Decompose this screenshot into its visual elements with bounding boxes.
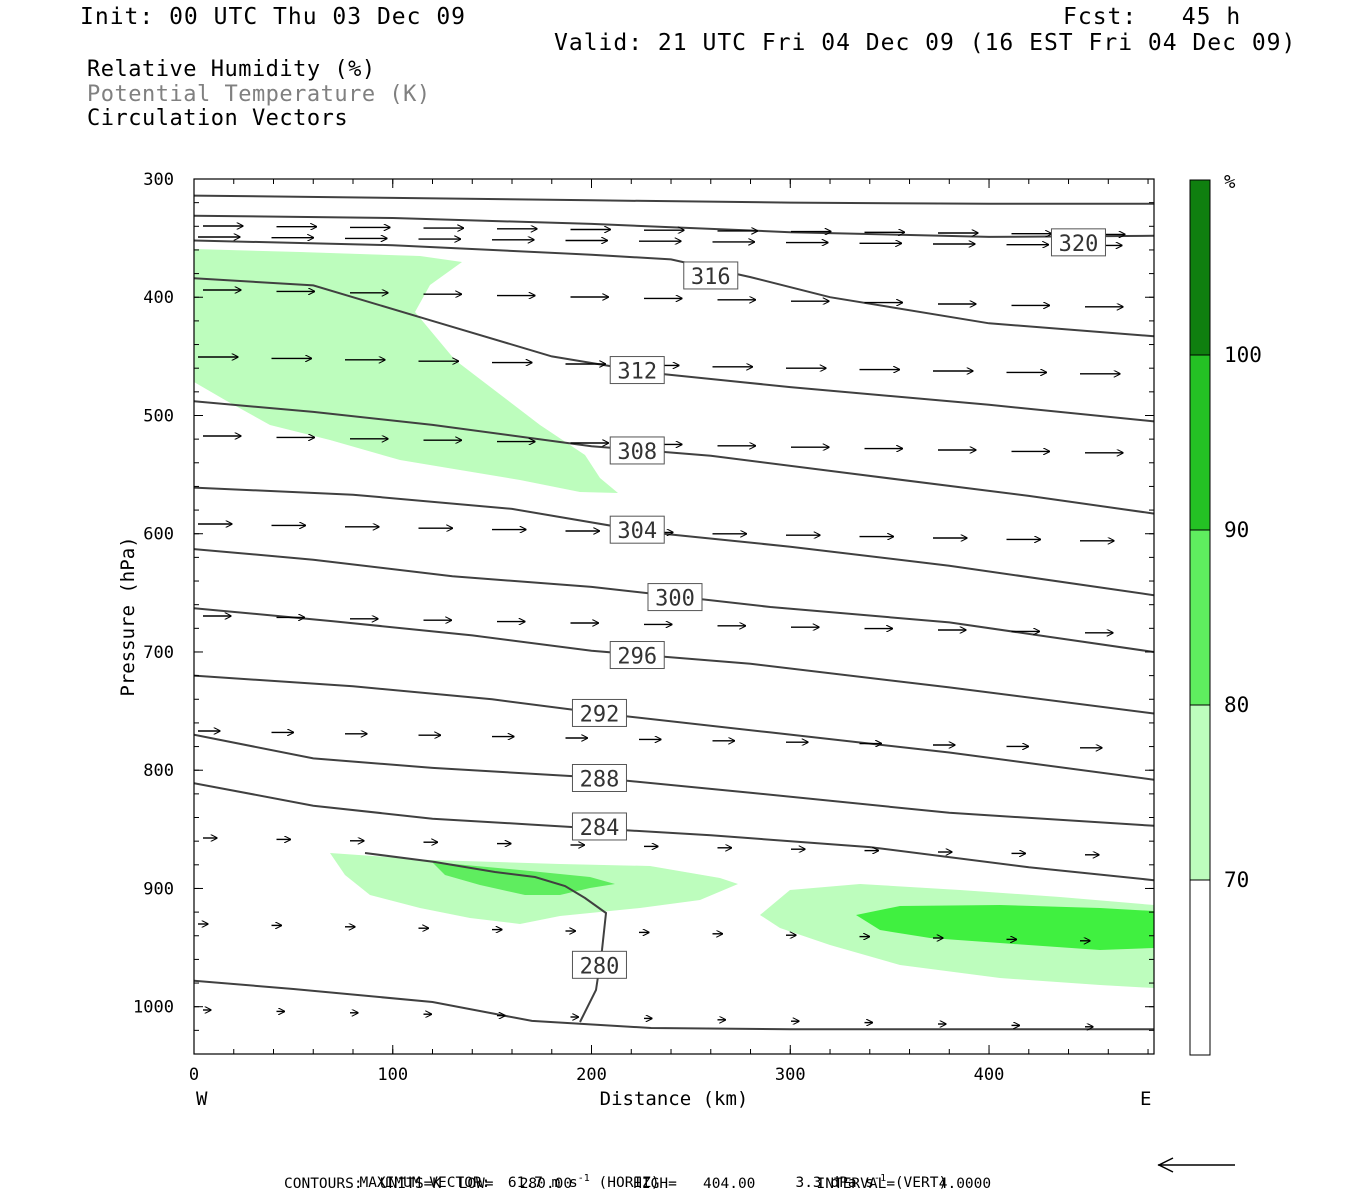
legend-rh: Relative Humidity (%): [87, 57, 376, 82]
theta-label-box: [683, 261, 739, 290]
theta-label-box: [609, 641, 665, 670]
theta-label-312: 312: [609, 356, 665, 385]
x-tick-label: 300: [775, 1065, 806, 1085]
axes: 0 100 200 300 400 300 400 500 600 700 800 900 1000 Di…: [117, 170, 1154, 1110]
rh-80-region-left: [432, 862, 615, 895]
colorbar-white: [1189, 879, 1211, 1056]
theta-label-text: 284: [580, 816, 620, 841]
theta-contour-292: [194, 674, 1154, 781]
footer-max-vector: MAXIMUM VECTOR: 61.7 m s-1 (HORIZ): [342, 1157, 660, 1191]
colorbar-label-80: 80: [1224, 693, 1249, 717]
theta-contour-300: [194, 548, 1154, 653]
theta-label-300: 300: [647, 583, 703, 612]
colorbar-label-70: 70: [1224, 868, 1249, 892]
theta-label-box: [647, 583, 703, 612]
theta-label-296: 296: [609, 641, 665, 670]
x-tick-label: 100: [377, 1065, 408, 1085]
theta-label-text: 288: [580, 767, 620, 792]
theta-label-box: [571, 763, 627, 792]
colorbar-label-100: 100: [1224, 343, 1262, 367]
reference-vector-head: [1157, 1157, 1174, 1173]
init-time: Init: 00 UTC Thu 03 Dec 09: [80, 4, 467, 30]
theta-label-text: 300: [655, 587, 695, 612]
west-label: W: [196, 1088, 208, 1110]
max-vector-text: MAXIMUM VECTOR: 61.7 m s: [359, 1174, 578, 1191]
rh-80-region-right: [856, 905, 1154, 950]
theta-label-text: 296: [617, 645, 657, 670]
theta-label-308: 308: [609, 436, 665, 465]
theta-label-box: [609, 436, 665, 465]
theta-contour-280: [194, 979, 1154, 1031]
theta-contour-284: [194, 782, 1154, 882]
colorbar-label-90: 90: [1224, 518, 1249, 542]
y-tick-label: 700: [143, 643, 174, 663]
theta-contour-288: [194, 733, 1154, 827]
vert-vector-label: (VERT): [894, 1174, 948, 1191]
theta-label-text: 280: [580, 954, 620, 979]
theta-contour-304: [194, 486, 1154, 597]
east-label: E: [1140, 1088, 1151, 1110]
colorbar-unit: %: [1224, 171, 1236, 193]
theta-label-text: 292: [580, 702, 620, 727]
y-tick-label: 300: [143, 170, 174, 190]
theta-contour-296: [194, 607, 1154, 715]
y-tick-label: 900: [143, 879, 174, 899]
theta-label-box: [609, 515, 665, 544]
rh-70-region-upper: [194, 249, 618, 493]
theta-label-text: 304: [617, 519, 657, 544]
circulation-vectors: [198, 226, 1125, 1027]
x-axis-title: Distance (km): [600, 1088, 749, 1110]
theta-label-box: [571, 812, 627, 841]
theta-contour-line-1: [194, 214, 1154, 238]
vert-vector-exp: -1: [874, 1173, 887, 1184]
legend-theta: Potential Temperature (K): [87, 82, 431, 107]
theta-label-320: 320: [1050, 228, 1106, 257]
theta-label-316: 316: [683, 261, 739, 290]
y-tick-label: 1000: [133, 998, 174, 1018]
theta-contour-labels: 320 316 312 308 304 300 296 292 288 284 280: [571, 228, 1106, 979]
theta-label-288: 288: [571, 763, 627, 792]
y-tick-label: 400: [143, 288, 174, 308]
theta-label-text: 320: [1059, 232, 1099, 257]
theta-label-box: [571, 698, 627, 727]
x-tick-label: 400: [974, 1065, 1005, 1085]
valid-time: Valid: 21 UTC Fri 04 Dec 09 (16 EST Fri …: [554, 30, 1297, 56]
theta-label-284: 284: [571, 812, 627, 841]
rh-colorbar: % 70 80 90 100: [1189, 171, 1262, 1056]
y-tick-label: 800: [143, 761, 174, 781]
theta-label-box: [571, 950, 627, 979]
colorbar-100-plus: [1189, 179, 1211, 356]
y-axis-title: Pressure (hPa): [117, 536, 139, 696]
theta-label-292: 292: [571, 698, 627, 727]
theta-contour-320: [194, 194, 1154, 205]
theta-label-text: 312: [617, 360, 657, 385]
colorbar-70-80: [1189, 704, 1211, 881]
x-tick-label: 200: [576, 1065, 607, 1085]
theta-label-280: 280: [571, 950, 627, 979]
footer-contours: CONTOURS: UNITS=K LOW= 280.00 HIGH= 404.…: [284, 1176, 992, 1192]
plot-frame: [193, 178, 1155, 1055]
x-tick-label: 0: [189, 1065, 199, 1085]
legend-vectors: Circulation Vectors: [87, 106, 349, 131]
colorbar-90-100: [1189, 354, 1211, 531]
theta-label-box: [609, 356, 665, 385]
y-tick-label: 600: [143, 525, 174, 545]
vert-vector-text: 3.3 dPa s: [795, 1174, 875, 1191]
reference-vector: [1157, 1157, 1235, 1173]
forecast-hour: Fcst: 45 h: [1063, 4, 1242, 30]
theta-label-text: 316: [691, 265, 731, 290]
theta-label-text: 308: [617, 440, 657, 465]
rh-shading: [194, 249, 1154, 988]
colorbar-80-90: [1189, 529, 1211, 706]
max-vector-horiz: (HORIZ): [598, 1174, 660, 1191]
footer-vert-vector: 3.3 dPa s-1 (VERT): [778, 1157, 947, 1191]
y-tick-label: 500: [143, 406, 174, 426]
theta-label-304: 304: [609, 515, 665, 544]
max-vector-exp: -1: [577, 1173, 590, 1184]
theta-label-box: [1050, 228, 1106, 257]
